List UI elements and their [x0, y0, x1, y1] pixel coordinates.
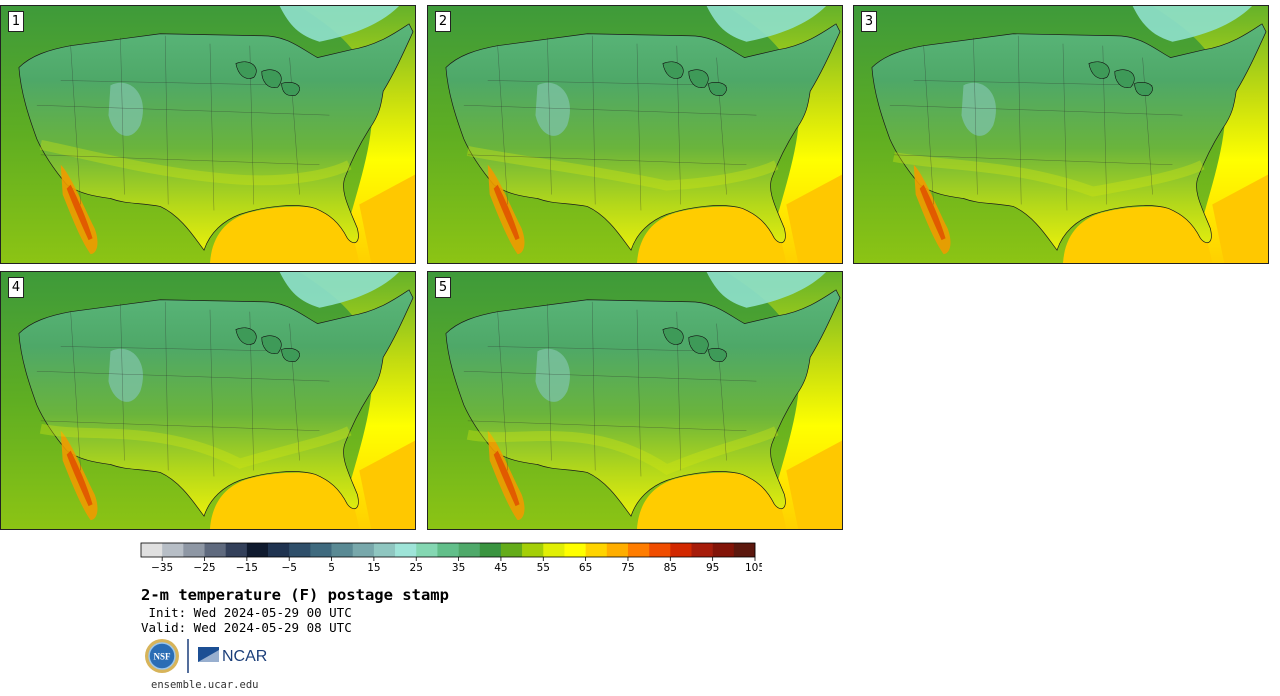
- postage-stamp-map-4[interactable]: 4: [0, 271, 416, 530]
- colorbar-outline: [140, 542, 756, 558]
- plot-title: 2-m temperature (F) postage stamp: [141, 586, 449, 604]
- colorbar-tick-label: −25: [193, 562, 215, 574]
- member-label: 1: [8, 11, 24, 32]
- colorbar-tick-label: 15: [367, 562, 380, 574]
- postage-stamp-map-2[interactable]: 2: [427, 5, 843, 264]
- colorbar-tick-label: 95: [706, 562, 719, 574]
- colorbar-swatch: [606, 543, 629, 557]
- colorbar-swatch: [458, 543, 481, 557]
- colorbar-tick-label: 85: [664, 562, 677, 574]
- colorbar-swatch: [395, 543, 417, 557]
- colorbar-swatch: [416, 543, 438, 557]
- colorbar-swatch: [204, 543, 226, 557]
- member-label: 5: [435, 277, 451, 298]
- colorbar-swatch: [183, 543, 205, 557]
- colorbar-swatch: [331, 543, 354, 557]
- postage-stamp-map-3[interactable]: 3: [853, 5, 1269, 264]
- colorbar-swatch: [352, 543, 375, 557]
- colorbar-swatch: [691, 543, 713, 557]
- member-label: 3: [861, 11, 877, 32]
- colorbar-swatch: [543, 543, 565, 557]
- colorbar-tick-label: −15: [236, 562, 258, 574]
- colorbar-swatch: [437, 543, 459, 557]
- nsf-logo-text: NSF: [153, 652, 171, 662]
- colorbar-swatch: [141, 543, 163, 557]
- colorbar-swatch: [268, 543, 290, 557]
- nsf-logo[interactable]: NSF: [145, 639, 179, 673]
- ncar-logo[interactable]: NCAR: [198, 647, 267, 665]
- colorbar-swatch: [289, 543, 311, 557]
- temperature-field: [854, 6, 1268, 263]
- logos: NSF NCAR: [145, 639, 267, 673]
- postage-stamp-map-5[interactable]: 5: [427, 271, 843, 530]
- colorbar-swatch: [649, 543, 671, 557]
- colorbar-tick-label: 65: [579, 562, 592, 574]
- colorbar-tick-label: 75: [621, 562, 634, 574]
- colorbar-tick-label: 105: [745, 562, 762, 574]
- temperature-field: [428, 6, 842, 263]
- colorbar-tick-label: −5: [281, 562, 296, 574]
- init-time: Init: Wed 2024-05-29 00 UTC: [141, 605, 352, 620]
- colorbar-swatch: [500, 543, 523, 557]
- member-label: 2: [435, 11, 451, 32]
- ncar-logo-text: NCAR: [222, 648, 267, 665]
- colorbar-swatch: [522, 543, 544, 557]
- colorbar-tick-label: 35: [452, 562, 465, 574]
- colorbar-swatch: [225, 543, 248, 557]
- colorbar-tick-label: 5: [328, 562, 335, 574]
- temperature-colorbar: −35−25−15−55152535455565758595105115: [140, 542, 762, 574]
- member-label: 4: [8, 277, 24, 298]
- postage-stamp-map-1[interactable]: 1: [0, 5, 416, 264]
- colorbar-tick-label: 25: [410, 562, 423, 574]
- temperature-field: [1, 6, 415, 263]
- valid-time: Valid: Wed 2024-05-29 08 UTC: [141, 620, 352, 635]
- colorbar-tick-label: 45: [494, 562, 507, 574]
- colorbar-swatch: [627, 543, 650, 557]
- colorbar-swatch: [564, 543, 586, 557]
- colorbar-swatch: [670, 543, 692, 557]
- colorbar-swatch: [479, 543, 502, 557]
- colorbar-swatch: [162, 543, 184, 557]
- colorbar-tick-label: −35: [151, 562, 173, 574]
- colorbar-swatch: [585, 543, 608, 557]
- temperature-field: [1, 272, 415, 529]
- colorbar-swatch: [733, 543, 756, 557]
- colorbar-swatch: [246, 543, 269, 557]
- colorbar-tick-label: 55: [537, 562, 550, 574]
- colorbar-swatch: [712, 543, 735, 557]
- website-link[interactable]: ensemble.ucar.edu: [151, 679, 259, 691]
- colorbar-swatch: [373, 543, 396, 557]
- colorbar-swatch: [310, 543, 332, 557]
- temperature-field: [428, 272, 842, 529]
